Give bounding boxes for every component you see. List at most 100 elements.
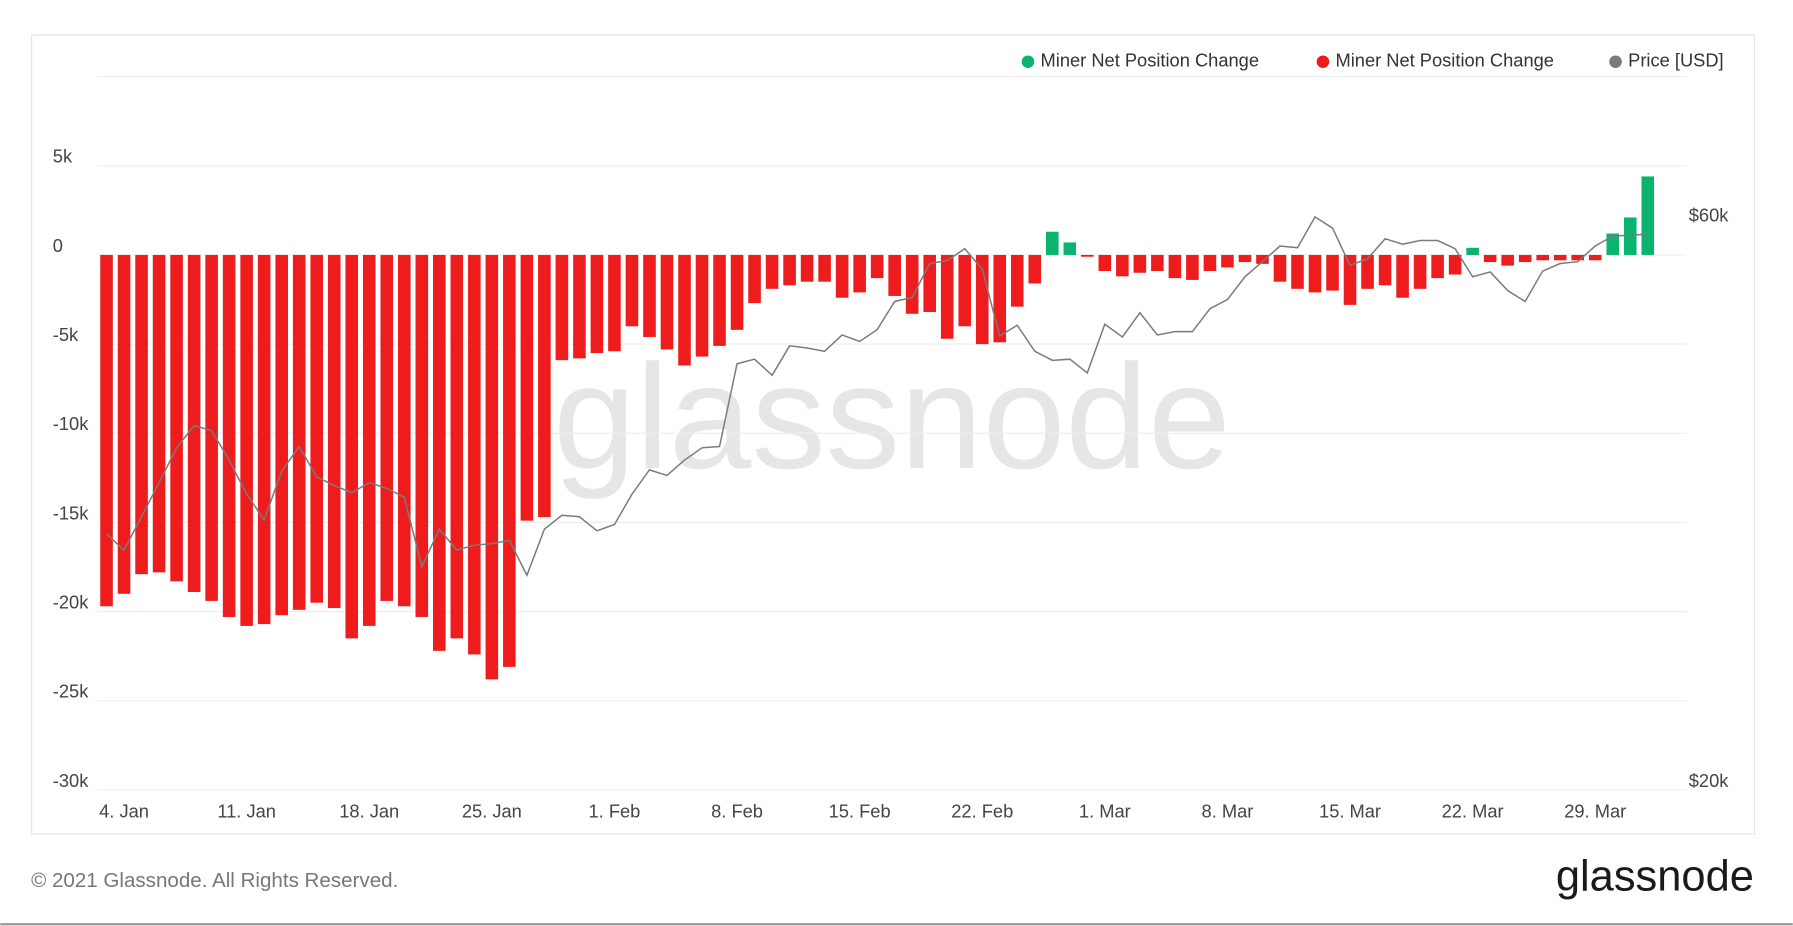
bar [275,254,288,616]
y-tick-label: -25k [53,681,89,702]
bar [450,254,464,639]
bar [748,254,761,304]
x-tick-label: 25. Jan [462,801,522,822]
bar [205,254,218,601]
bar [1168,254,1182,279]
bar [520,254,534,521]
bar [695,254,709,357]
bar [433,254,446,651]
bar [1396,254,1409,298]
bar [1256,254,1269,264]
bar [380,254,394,601]
bar [397,254,411,607]
x-tick-label: 1. Feb [589,801,641,822]
watermark: glassnode [553,334,1231,500]
legend-item[interactable]: Price [USD] [1609,50,1724,71]
bar [1098,254,1112,271]
y2-tick-label: $60k [1689,205,1730,226]
bar [1133,254,1147,273]
bar [1606,233,1620,255]
y2-tick-label: $20k [1689,770,1730,791]
bar [310,254,323,603]
bar [643,254,656,337]
bar [327,254,341,609]
bar [1238,254,1252,263]
bar [1413,254,1427,289]
bar [765,254,779,289]
bar [905,254,919,314]
y-tick-label: -30k [53,770,89,791]
bar [608,254,621,352]
bar [1010,254,1024,307]
copyright: © 2021 Glassnode. All Rights Reserved. [31,869,398,892]
legend-swatch [1609,55,1622,69]
bar [888,254,901,296]
bar [117,254,131,594]
bar [135,254,148,575]
bar [170,254,183,582]
bar [1553,254,1567,261]
y-tick-label: -10k [53,413,89,434]
x-tick-label: 8. Mar [1202,801,1254,822]
x-tick-label: 15. Feb [829,801,891,822]
bar [1466,247,1479,255]
x-tick-label: 29. Mar [1564,801,1626,822]
legend-item[interactable]: Miner Net Position Change [1021,50,1259,71]
bar [590,254,604,354]
bar [1536,254,1549,261]
bar [1623,217,1637,255]
bar [1518,254,1532,263]
bar [975,254,989,345]
bar [538,254,551,518]
bar [783,254,796,286]
bar [1448,254,1462,275]
legend-label: Miner Net Position Change [1335,50,1553,71]
bar [1483,254,1497,263]
bar [1308,254,1322,293]
bar [152,254,166,573]
x-tick-label: 15. Mar [1319,801,1381,822]
bar [1588,254,1602,261]
bar [870,254,884,279]
y-tick-label: -5k [53,324,79,345]
x-tick-label: 4. Jan [99,801,149,822]
bar [468,254,481,655]
bar [818,254,831,282]
x-tick-label: 22. Feb [951,801,1013,822]
legend-swatch [1316,55,1330,69]
bar [1361,254,1374,289]
bar [1081,254,1094,257]
bar [1028,254,1042,284]
bar [800,254,814,282]
bar [1273,254,1287,282]
bar [958,254,972,327]
bar [1571,254,1585,261]
bar [257,254,271,625]
bar [240,254,253,626]
bar [625,254,639,327]
bar [1221,254,1234,268]
bar [485,254,499,680]
bar [1343,254,1357,305]
bar [940,254,954,339]
y-tick-label: -20k [53,591,89,612]
bar [187,254,201,592]
bar [1431,254,1444,279]
bar [222,254,236,617]
bar [1186,254,1199,280]
y-tick-label: 0 [53,235,63,256]
legend-label: Miner Net Position Change [1041,50,1259,71]
bar [100,254,113,607]
legend-swatch [1021,55,1035,69]
legend-item[interactable]: Miner Net Position Change [1316,50,1554,71]
bar [660,254,674,350]
legend-label: Price [USD] [1628,50,1724,71]
bar [1063,242,1077,255]
y-tick-label: -15k [53,502,89,523]
bar [362,254,376,626]
price-line [106,215,1648,578]
bar [1378,254,1392,286]
x-tick-label: 1. Mar [1079,801,1131,822]
